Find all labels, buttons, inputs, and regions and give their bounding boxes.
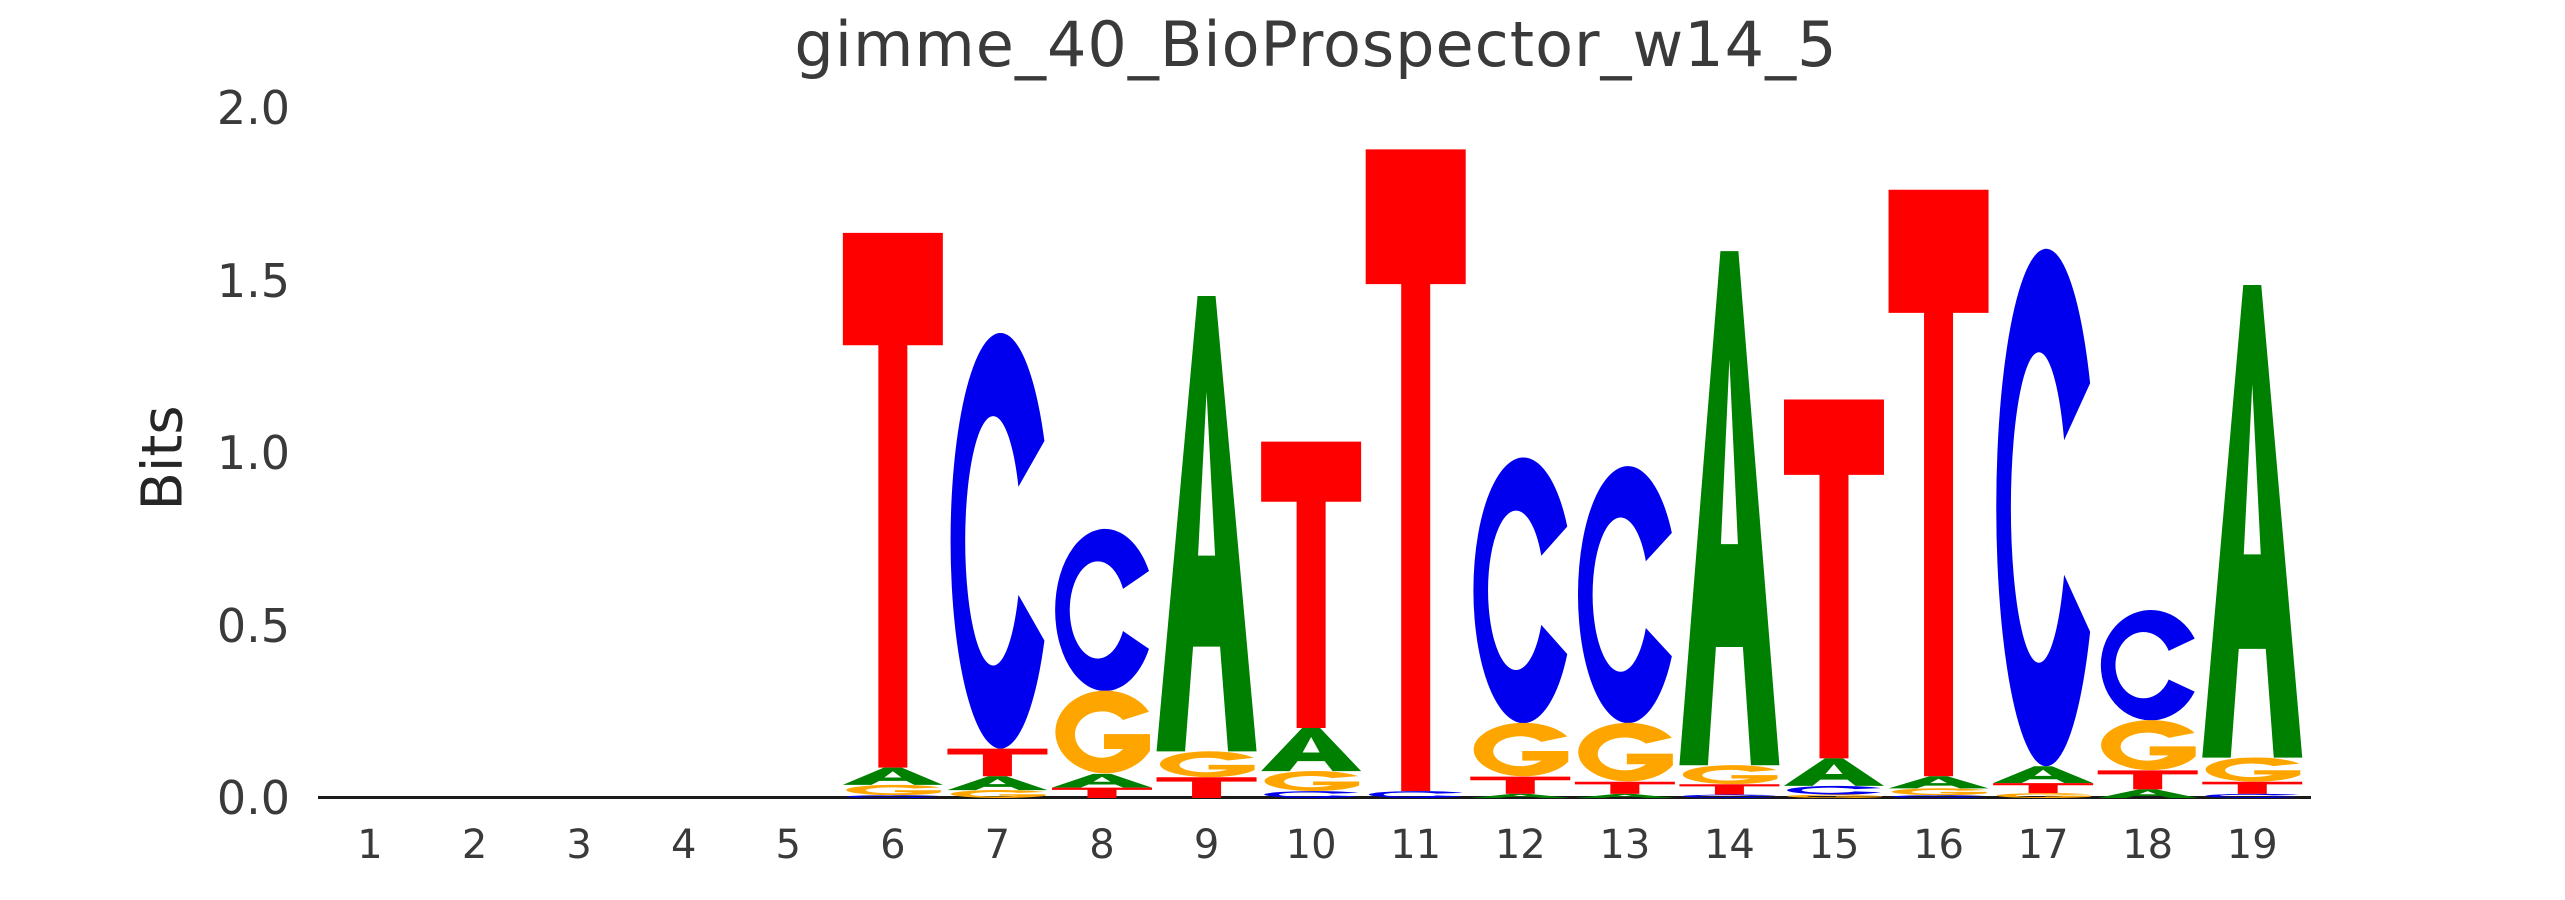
y-tick-label: 0.0 xyxy=(216,771,290,825)
x-tick-label: 9 xyxy=(1193,822,1220,868)
logo-letter-A-pos-6 xyxy=(842,767,943,785)
logo-letter-T-pos-19 xyxy=(2202,781,2303,794)
logo-letter-G-pos-12 xyxy=(1473,722,1569,777)
logo-letter-T-pos-16 xyxy=(1888,189,1989,777)
logo-letter-T-pos-8 xyxy=(1051,787,1152,798)
logo-letter-T-pos-11 xyxy=(1365,149,1466,792)
logo-letter-T-pos-6 xyxy=(842,232,943,768)
logo-letter-T-pos-18 xyxy=(2097,770,2198,790)
logo-letter-T-pos-17 xyxy=(1993,783,2094,794)
logo-letter-G-pos-16 xyxy=(1891,788,1987,796)
logo-letter-T-pos-9 xyxy=(1156,777,1257,798)
logo-letter-T-pos-7 xyxy=(947,748,1048,777)
x-tick-label: 6 xyxy=(880,822,906,868)
x-tick-label: 8 xyxy=(1089,822,1115,868)
x-tick-label: 17 xyxy=(2017,822,2069,868)
logo-letter-G-pos-7 xyxy=(950,790,1046,798)
logo-letter-A-pos-19 xyxy=(2202,284,2303,758)
logo-letter-G-pos-17 xyxy=(1996,793,2092,798)
y-tick-label: 1.5 xyxy=(216,253,290,308)
logo-letter-C-pos-10 xyxy=(1264,791,1359,798)
logo-letter-T-pos-12 xyxy=(1470,776,1571,794)
x-tick-label: 19 xyxy=(2226,822,2278,868)
logo-letter-C-pos-15 xyxy=(1787,785,1881,795)
logo-letter-C-pos-7 xyxy=(950,332,1045,749)
logo-letter-T-pos-10 xyxy=(1261,441,1362,728)
logo-letter-T-pos-15 xyxy=(1783,399,1884,759)
x-tick-label: 3 xyxy=(566,822,592,868)
logo-letter-G-pos-15 xyxy=(1787,794,1882,798)
x-tick-label: 18 xyxy=(2122,822,2174,868)
logo-letter-A-pos-7 xyxy=(947,776,1048,791)
logo-letter-A-pos-13 xyxy=(1574,793,1675,798)
x-tick-label: 14 xyxy=(1703,822,1755,868)
logo-letter-G-pos-14 xyxy=(1682,765,1778,785)
logo-letter-C-pos-12 xyxy=(1473,457,1568,724)
x-tick-label: 16 xyxy=(1913,822,1964,868)
logo-letter-G-pos-19 xyxy=(2205,757,2301,782)
logo-letter-A-pos-10 xyxy=(1261,727,1362,772)
y-tick-label: 2.0 xyxy=(216,81,290,135)
y-tick-label: 1.0 xyxy=(216,426,290,480)
chart-title: gimme_40_BioProspector_w14_5 xyxy=(794,8,1838,81)
logo-letter-A-pos-14 xyxy=(1679,251,1780,766)
logo-letter-C-pos-19 xyxy=(2205,793,2300,798)
x-tick-label: 15 xyxy=(1808,822,1860,868)
logo-letter-A-pos-8 xyxy=(1051,773,1152,788)
logo-letter-C-pos-18 xyxy=(2100,609,2195,721)
logo-letter-C-pos-16 xyxy=(1891,795,1986,798)
logo-letter-G-pos-6 xyxy=(846,784,941,796)
logo-letter-T-pos-13 xyxy=(1574,781,1675,794)
x-tick-label: 10 xyxy=(1285,822,1337,868)
x-tick-label: 1 xyxy=(357,822,383,868)
logo-letter-A-pos-18 xyxy=(2097,789,2198,798)
logo-letter-A-pos-17 xyxy=(1993,766,2094,784)
x-tick-label: 2 xyxy=(461,822,488,868)
logo-letter-C-pos-14 xyxy=(1682,794,1777,798)
x-tick-label: 4 xyxy=(670,822,697,868)
x-tick-label: 12 xyxy=(1494,822,1546,868)
logo-letter-C-pos-6 xyxy=(845,795,940,798)
logo-letter-A-pos-12 xyxy=(1470,793,1571,798)
logo-letter-G-pos-18 xyxy=(2101,720,2196,771)
x-tick-label: 5 xyxy=(775,822,801,868)
x-tick-label: 7 xyxy=(984,822,1011,868)
logo-letter-A-pos-16 xyxy=(1888,776,1989,789)
logo-letter-A-pos-9 xyxy=(1156,296,1257,752)
logo-letter-T-pos-14 xyxy=(1679,784,1780,795)
logo-letter-G-pos-8 xyxy=(1055,690,1150,774)
logo-letter-G-pos-13 xyxy=(1578,722,1673,782)
y-tick-label: 0.5 xyxy=(216,598,290,653)
logo-letter-C-pos-13 xyxy=(1577,466,1672,724)
logo-letter-G-pos-10 xyxy=(1264,770,1360,791)
x-tick-label: 11 xyxy=(1390,822,1442,868)
logo-letter-A-pos-15 xyxy=(1783,758,1884,786)
logo-letter-G-pos-9 xyxy=(1159,751,1255,778)
x-tick-label: 13 xyxy=(1599,822,1651,868)
logo-letter-C-pos-17 xyxy=(1996,248,2091,767)
logo-letter-C-pos-11 xyxy=(1368,791,1463,798)
logo-letter-C-pos-8 xyxy=(1055,528,1149,692)
